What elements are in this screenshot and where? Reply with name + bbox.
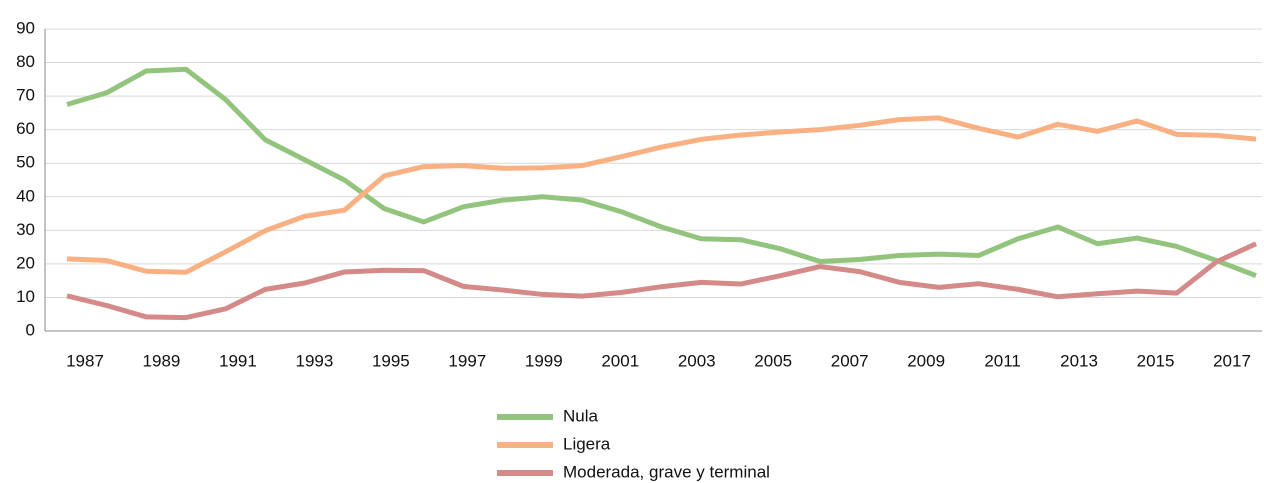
x-tick-label: 1991 (219, 351, 257, 370)
y-tick-label: 40 (16, 186, 35, 205)
y-tick-label: 20 (16, 253, 35, 272)
x-tick-label: 1993 (295, 351, 333, 370)
y-tick-label: 0 (26, 320, 35, 339)
x-tick-label: 2007 (831, 351, 869, 370)
x-tick-label: 2017 (1213, 351, 1251, 370)
x-tick-label: 1995 (372, 351, 410, 370)
x-tick-label: 1999 (525, 351, 563, 370)
legend-label: Nula (563, 406, 599, 425)
series-line (66, 241, 1258, 321)
legend-label: Ligera (563, 434, 611, 453)
x-tick-label: 2013 (1060, 351, 1098, 370)
x-tick-label: 1989 (143, 351, 181, 370)
y-tick-label: 70 (16, 86, 35, 105)
x-tick-label: 2005 (754, 351, 792, 370)
series-line (66, 115, 1257, 275)
y-tick-label: 10 (16, 287, 35, 306)
y-tick-label: 80 (16, 52, 35, 71)
legend-label: Moderada, grave y terminal (563, 462, 770, 481)
y-tick-label: 50 (16, 153, 35, 172)
x-tick-label: 2001 (601, 351, 639, 370)
y-tick-label: 60 (16, 119, 35, 138)
y-tick-label: 30 (16, 220, 35, 239)
series-line (66, 66, 1257, 278)
x-tick-label: 2009 (907, 351, 945, 370)
x-tick-label: 1987 (66, 351, 104, 370)
y-tick-label: 90 (16, 18, 35, 37)
x-tick-label: 2003 (678, 351, 716, 370)
x-tick-label: 2011 (984, 351, 1021, 370)
x-tick-label: 2015 (1137, 351, 1175, 370)
x-tick-label: 1997 (448, 351, 486, 370)
